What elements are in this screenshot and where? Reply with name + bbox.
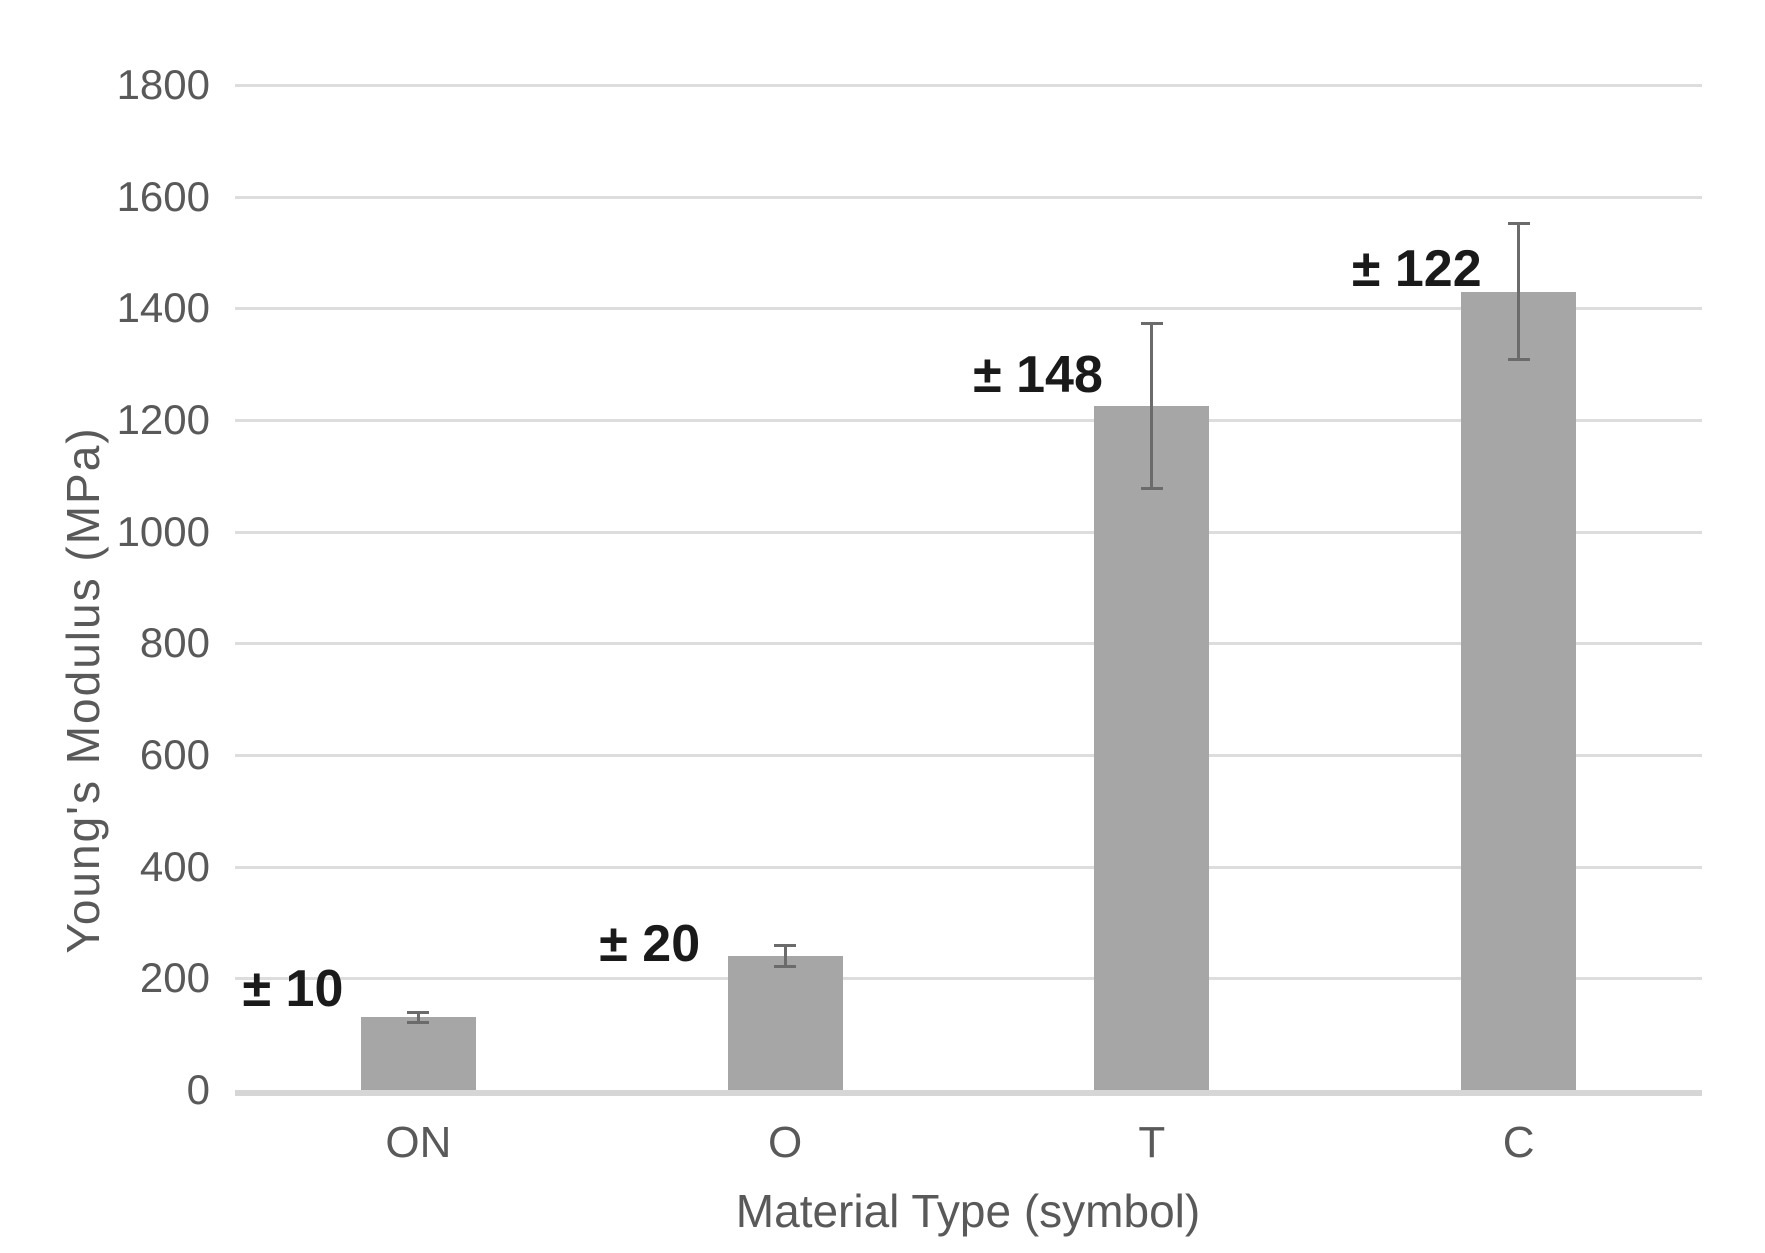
error-bar-cap-bottom-on	[407, 1021, 430, 1024]
y-axis-title: Young's Modulus (MPa)	[57, 426, 109, 954]
error-annotation-t: ± 148	[973, 346, 1103, 405]
error-bar-cap-top-o	[774, 943, 797, 947]
error-annotation-o: ± 20	[599, 914, 701, 973]
bar-on	[360, 1017, 476, 1090]
error-bar-on	[416, 1011, 420, 1023]
error-bar-cap-bottom-c	[1507, 357, 1530, 361]
x-category-label-on: ON	[385, 1118, 452, 1167]
error-bar-cap-bottom-t	[1140, 486, 1163, 490]
gridline-1600	[235, 195, 1702, 199]
error-bar-t	[1150, 323, 1154, 489]
gridline-1400	[235, 307, 1702, 311]
x-category-label-o: O	[768, 1118, 803, 1167]
y-tick-label-1800: 1800	[116, 61, 210, 108]
error-annotation-on: ± 10	[242, 959, 344, 1018]
x-category-label-t: T	[1138, 1118, 1166, 1167]
y-tick-label-400: 400	[139, 842, 210, 890]
gridline-600	[235, 754, 1702, 757]
error-bar-o	[783, 944, 787, 968]
gridline-200	[235, 977, 1702, 981]
gridline-1000	[235, 530, 1702, 534]
error-bar-cap-top-c	[1507, 222, 1530, 226]
error-annotation-c: ± 122	[1351, 240, 1482, 299]
y-tick-label-1400: 1400	[116, 284, 210, 332]
x-axis-title: Material Type (symbol)	[735, 1185, 1201, 1237]
error-bar-c	[1517, 223, 1521, 360]
gridline-1200	[235, 419, 1702, 422]
gridline-400	[235, 865, 1702, 869]
gridline-1800	[235, 84, 1702, 87]
x-axis-line	[235, 1090, 1702, 1096]
y-tick-label-200: 200	[139, 954, 210, 1002]
y-tick-label-1200: 1200	[116, 396, 210, 443]
y-tick-label-600: 600	[139, 731, 210, 778]
y-tick-label-800: 800	[139, 619, 210, 667]
gridline-800	[235, 642, 1702, 646]
y-tick-label-1000: 1000	[116, 507, 210, 555]
bar-t	[1094, 406, 1210, 1090]
bar-o	[727, 956, 843, 1090]
error-bar-cap-top-t	[1140, 322, 1163, 326]
bar-c	[1461, 291, 1577, 1090]
error-bar-cap-bottom-o	[774, 965, 797, 969]
y-tick-label-1600: 1600	[116, 172, 210, 220]
x-category-label-c: C	[1502, 1118, 1535, 1167]
y-tick-label-0: 0	[186, 1066, 210, 1113]
error-bar-cap-top-on	[407, 1010, 430, 1014]
